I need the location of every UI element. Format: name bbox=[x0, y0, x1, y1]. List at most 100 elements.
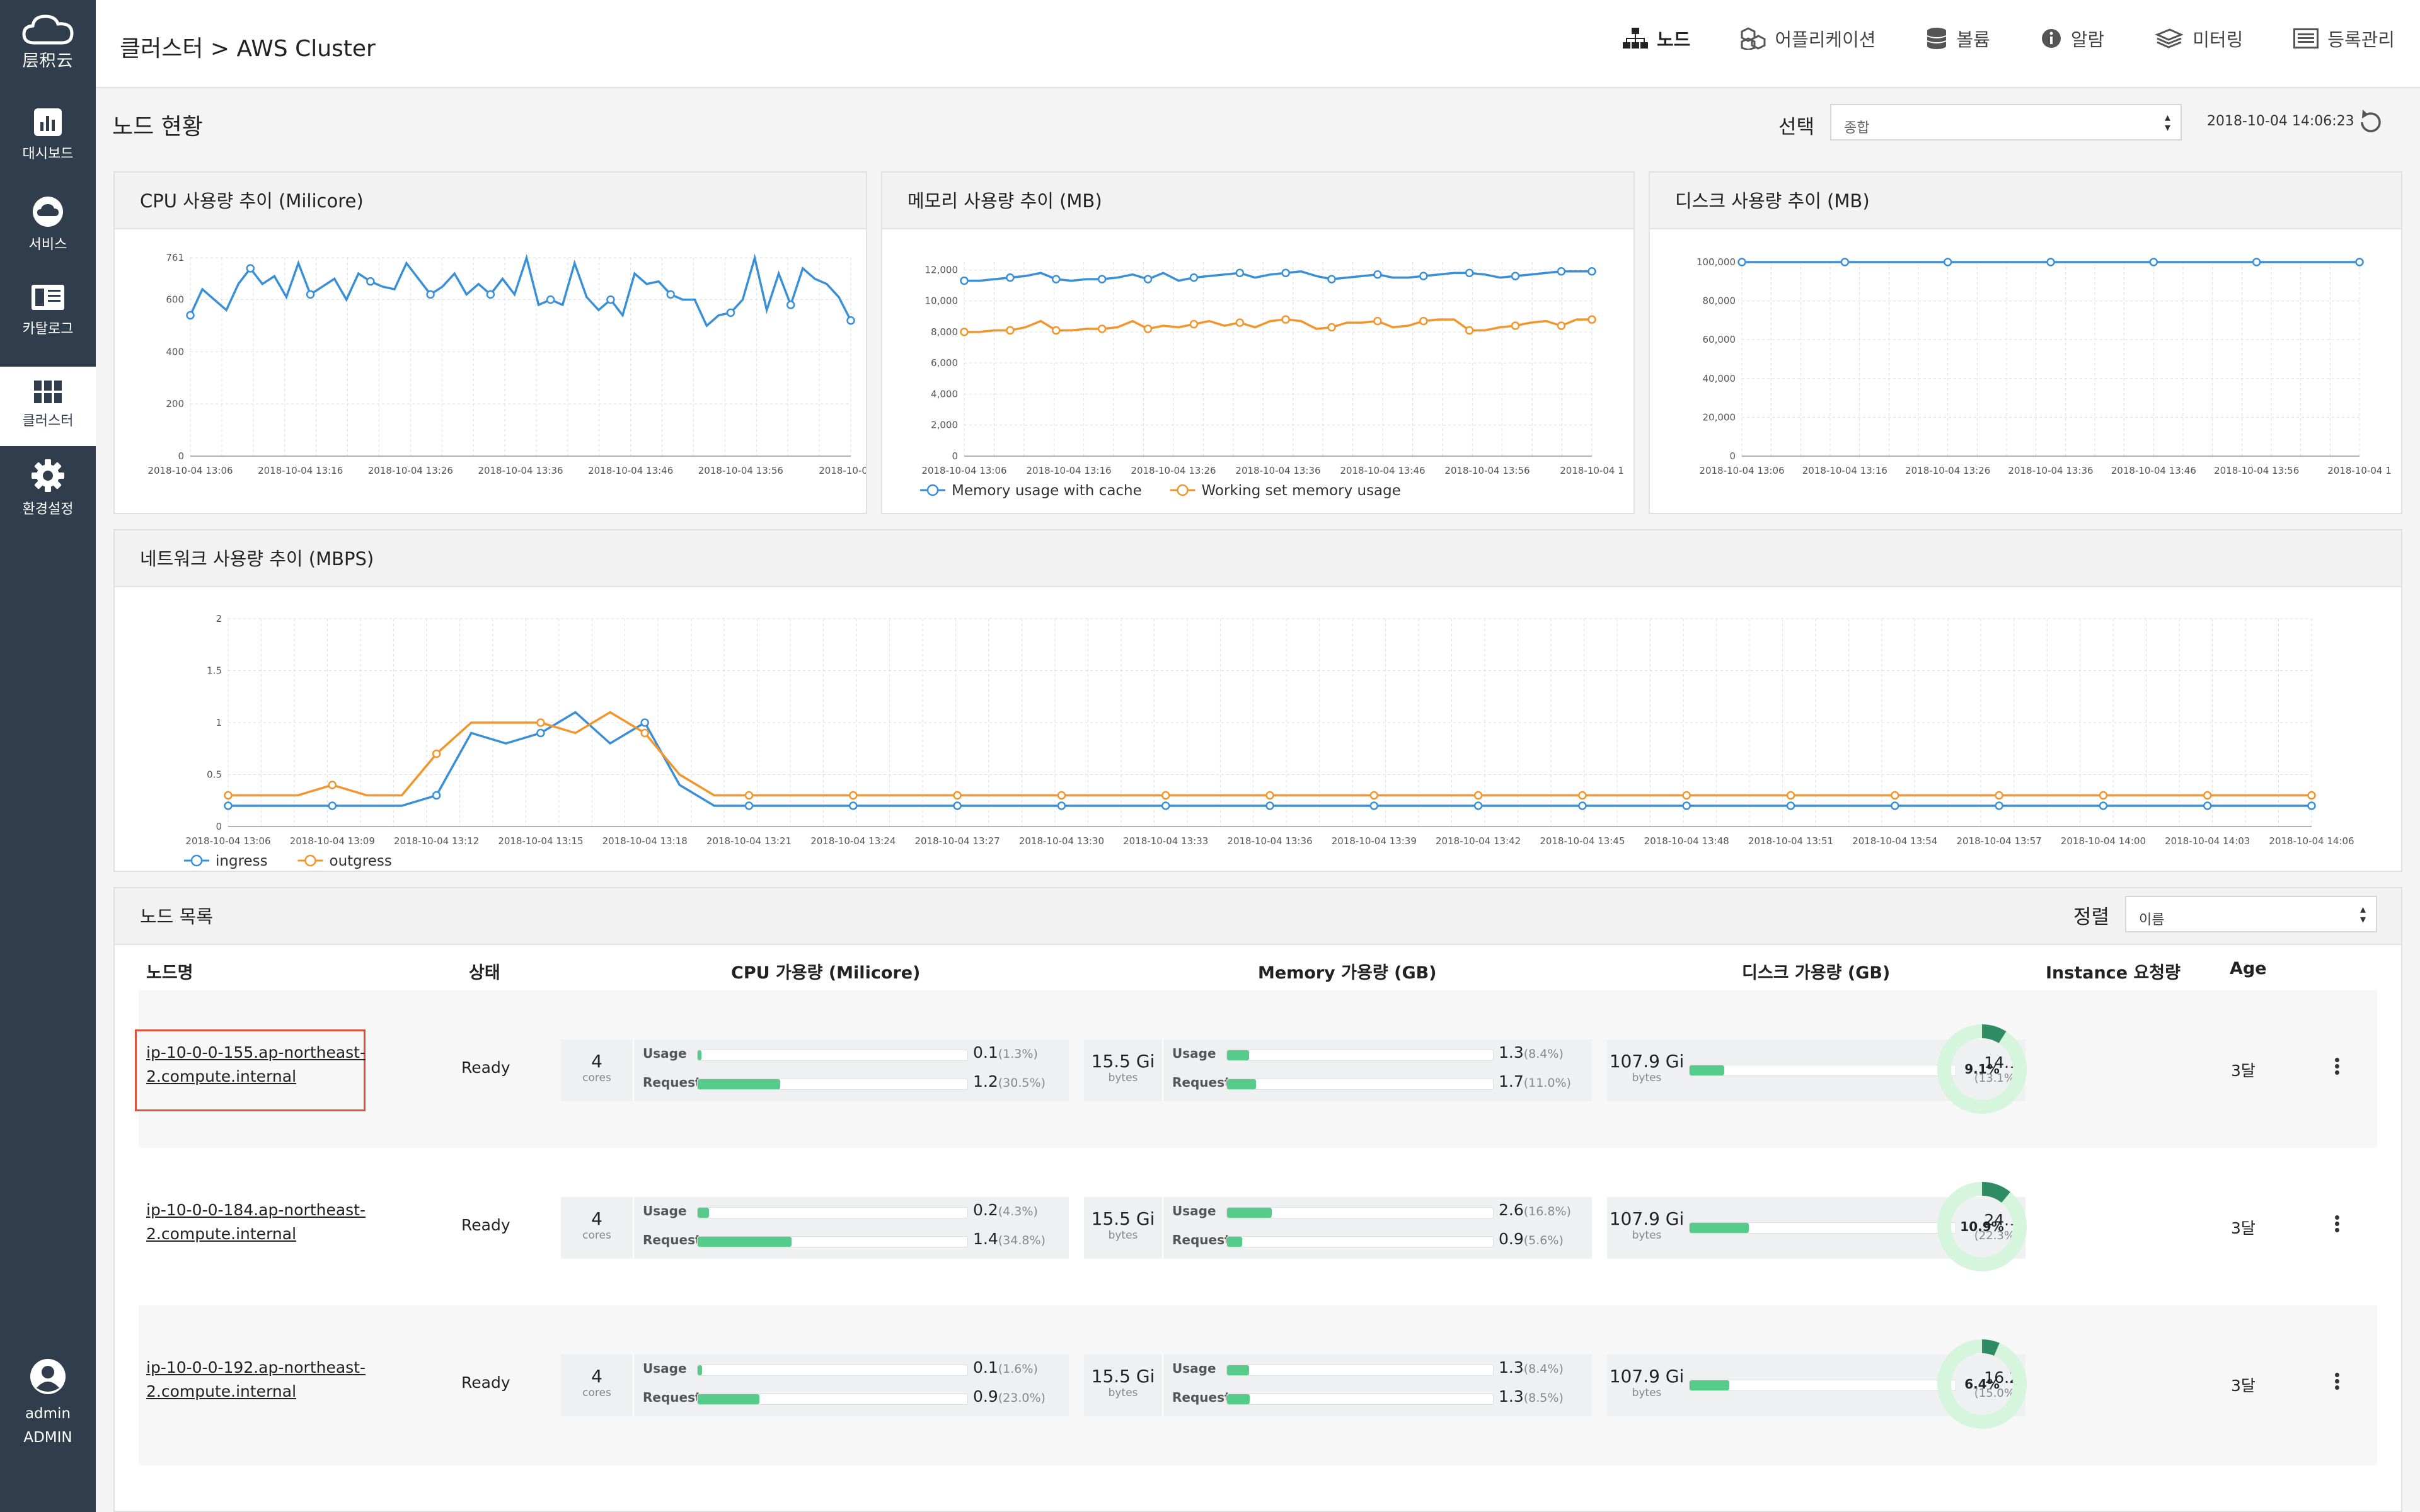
data-point[interactable] bbox=[846, 316, 855, 325]
data-point[interactable] bbox=[1578, 791, 1587, 800]
data-point[interactable] bbox=[2149, 258, 2158, 266]
data-point[interactable] bbox=[1052, 275, 1061, 284]
data-point[interactable] bbox=[1189, 319, 1199, 329]
data-point[interactable] bbox=[426, 290, 435, 299]
column-header-age[interactable]: Age bbox=[2230, 959, 2267, 978]
data-point[interactable] bbox=[1682, 791, 1691, 800]
data-point[interactable] bbox=[640, 718, 649, 727]
column-header-disk[interactable]: 디스크 가용량 (GB) bbox=[1742, 963, 1891, 983]
data-point[interactable] bbox=[536, 718, 545, 727]
data-point[interactable] bbox=[1587, 267, 1596, 276]
data-point[interactable] bbox=[1840, 258, 1850, 266]
data-point[interactable] bbox=[186, 311, 195, 320]
data-point[interactable] bbox=[1327, 323, 1336, 332]
data-point[interactable] bbox=[1057, 791, 1066, 800]
data-point[interactable] bbox=[960, 328, 969, 336]
data-point[interactable] bbox=[953, 791, 962, 800]
sidebar-item-settings[interactable]: 환경설정 bbox=[0, 446, 96, 525]
data-point[interactable] bbox=[1265, 791, 1274, 800]
data-point[interactable] bbox=[1473, 791, 1483, 800]
data-point[interactable] bbox=[2203, 791, 2212, 800]
data-point[interactable] bbox=[1006, 326, 1015, 335]
data-point[interactable] bbox=[432, 791, 441, 800]
data-point[interactable] bbox=[224, 791, 233, 800]
data-point[interactable] bbox=[1891, 801, 1899, 810]
data-point[interactable] bbox=[849, 791, 858, 800]
data-point[interactable] bbox=[1097, 275, 1107, 284]
column-header-cpu[interactable]: CPU 가용량 (Milicore) bbox=[731, 963, 921, 983]
data-point[interactable] bbox=[1097, 324, 1107, 333]
data-point[interactable] bbox=[1419, 272, 1428, 280]
legend-entry[interactable]: Working set memory usage bbox=[1202, 483, 1401, 499]
data-point[interactable] bbox=[666, 290, 675, 299]
refresh-icon[interactable] bbox=[2356, 107, 2386, 137]
data-point[interactable] bbox=[1587, 315, 1596, 324]
data-point[interactable] bbox=[2307, 801, 2316, 810]
data-point[interactable] bbox=[2203, 801, 2212, 810]
nav-tab-registration[interactable]: 등록관리 bbox=[2293, 25, 2395, 52]
data-point[interactable] bbox=[1373, 270, 1382, 279]
data-point[interactable] bbox=[1369, 791, 1379, 800]
data-point[interactable] bbox=[2252, 258, 2261, 266]
data-point[interactable] bbox=[1265, 801, 1274, 810]
data-point[interactable] bbox=[1235, 318, 1245, 327]
column-header-name[interactable]: 노드명 bbox=[146, 963, 193, 983]
data-point[interactable] bbox=[1786, 791, 1795, 800]
data-point[interactable] bbox=[1419, 316, 1428, 326]
data-point[interactable] bbox=[328, 801, 337, 810]
data-point[interactable] bbox=[744, 801, 754, 810]
legend-entry[interactable]: Memory usage with cache bbox=[952, 483, 1142, 499]
data-point[interactable] bbox=[1143, 324, 1153, 333]
nav-tab-application[interactable]: 어플리케이션 bbox=[1741, 25, 1876, 52]
view-select[interactable]: 종합 ▴ ▾ bbox=[1830, 104, 2182, 140]
data-point[interactable] bbox=[1473, 801, 1483, 810]
data-point[interactable] bbox=[1161, 791, 1170, 800]
column-header-memory[interactable]: Memory 가용량 (GB) bbox=[1258, 963, 1437, 983]
data-point[interactable] bbox=[2046, 258, 2055, 266]
data-point[interactable] bbox=[1682, 801, 1691, 810]
data-point[interactable] bbox=[1737, 258, 1746, 266]
data-point[interactable] bbox=[606, 295, 615, 304]
data-point[interactable] bbox=[849, 801, 858, 810]
row-menu-kebab-icon[interactable] bbox=[2331, 1056, 2343, 1081]
data-point[interactable] bbox=[1281, 268, 1290, 277]
data-point[interactable] bbox=[1373, 316, 1382, 326]
data-point[interactable] bbox=[1143, 275, 1153, 284]
data-point[interactable] bbox=[1052, 326, 1061, 335]
data-point[interactable] bbox=[786, 301, 795, 309]
data-point[interactable] bbox=[486, 290, 495, 299]
data-point[interactable] bbox=[1786, 801, 1795, 810]
data-point[interactable] bbox=[1057, 801, 1066, 810]
data-point[interactable] bbox=[1891, 791, 1899, 800]
data-point[interactable] bbox=[536, 728, 545, 738]
data-point[interactable] bbox=[1006, 273, 1015, 282]
data-point[interactable] bbox=[224, 801, 233, 810]
data-point[interactable] bbox=[2307, 791, 2316, 800]
nav-tab-alarm[interactable]: 알람 bbox=[2041, 25, 2104, 52]
data-point[interactable] bbox=[1511, 272, 1520, 280]
data-point[interactable] bbox=[640, 728, 649, 738]
nav-tab-metering[interactable]: 미터링 bbox=[2155, 25, 2243, 52]
data-point[interactable] bbox=[2099, 791, 2108, 800]
user-profile[interactable]: admin ADMIN bbox=[0, 1358, 96, 1450]
data-point[interactable] bbox=[1995, 801, 2003, 810]
data-point[interactable] bbox=[1578, 801, 1587, 810]
node-name-link[interactable]: ip-10-0-0-155.ap-northeast- 2.compute.in… bbox=[146, 1041, 366, 1089]
sort-select[interactable]: 이름 ▴ ▾ bbox=[2125, 896, 2377, 932]
sidebar-item-dashboard[interactable]: 대시보드 bbox=[0, 94, 96, 174]
data-point[interactable] bbox=[1235, 268, 1245, 277]
data-point[interactable] bbox=[744, 791, 754, 800]
data-point[interactable] bbox=[1281, 315, 1290, 324]
data-point[interactable] bbox=[1557, 267, 1566, 276]
data-point[interactable] bbox=[1995, 791, 2003, 800]
data-point[interactable] bbox=[1161, 801, 1170, 810]
data-point[interactable] bbox=[328, 781, 337, 789]
data-point[interactable] bbox=[1327, 275, 1336, 284]
column-header-status[interactable]: 상태 bbox=[469, 963, 500, 983]
sidebar-item-service[interactable]: 서비스 bbox=[0, 183, 96, 262]
data-point[interactable] bbox=[1511, 321, 1520, 330]
data-point[interactable] bbox=[1369, 801, 1379, 810]
node-name-link[interactable]: ip-10-0-0-184.ap-northeast- 2.compute.in… bbox=[146, 1198, 366, 1246]
data-point[interactable] bbox=[432, 749, 441, 759]
data-point[interactable] bbox=[1465, 326, 1474, 335]
